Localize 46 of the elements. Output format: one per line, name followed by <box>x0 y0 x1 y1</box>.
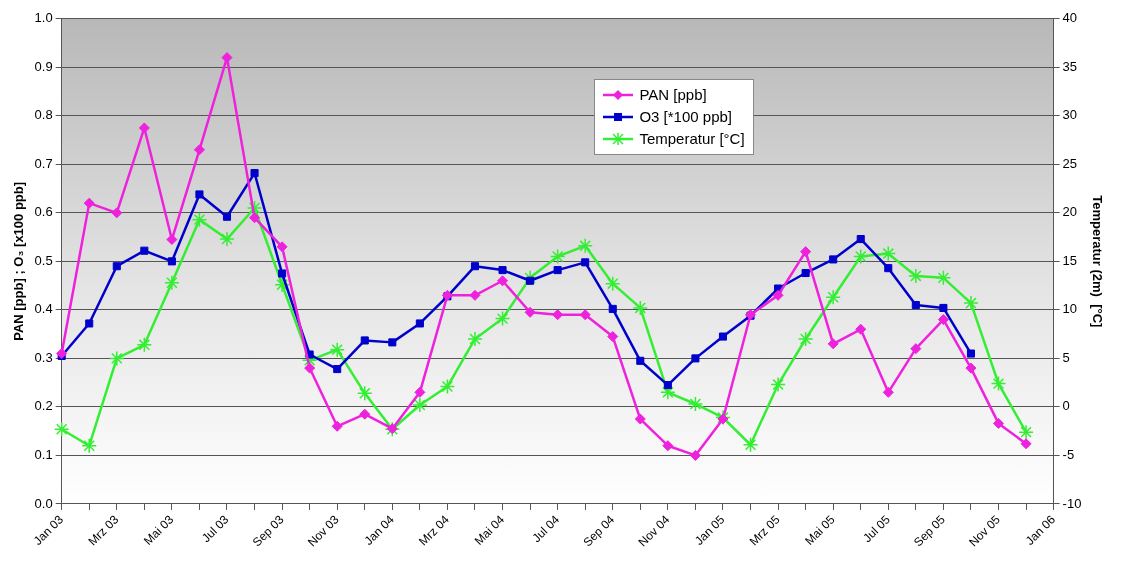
y-tick-label: 0.6 <box>34 204 53 220</box>
x-tick-label: Jul 05 <box>860 512 893 546</box>
x-tick-label: Jul 04 <box>529 512 563 546</box>
y2-tick-label: -5 <box>1062 446 1075 462</box>
y2-tick-label: 40 <box>1062 10 1078 26</box>
x-tick-label: Jan 06 <box>1022 512 1059 548</box>
y-tick-label: 0.9 <box>34 58 53 74</box>
y2-tick-label: 35 <box>1062 58 1078 74</box>
x-tick-label: Mai 04 <box>471 512 508 548</box>
x-tick-label: Mrz 03 <box>85 512 122 549</box>
legend-label: Temperatur [°C] <box>639 128 745 149</box>
y2-tick-label: 5 <box>1062 349 1070 365</box>
y2-tick-label: 30 <box>1062 107 1078 123</box>
y-tick-label: 0.4 <box>34 301 53 317</box>
x-tick-label: Sep 04 <box>580 512 618 550</box>
x-tick-label: Mai 05 <box>802 512 838 548</box>
x-tick-label: Mai 03 <box>140 512 177 548</box>
y2-tick-label: 15 <box>1062 252 1078 268</box>
x-tick-label: Sep 05 <box>911 512 949 550</box>
y2-axis-title: Temperatur (2m) [°C] <box>1089 195 1105 328</box>
x-tick-label: Nov 04 <box>635 512 673 550</box>
y2-tick-label: 25 <box>1062 155 1078 171</box>
y-tick-label: 0.2 <box>34 398 53 414</box>
x-tick-label: Sep 03 <box>249 512 287 550</box>
y-tick-label: 0.3 <box>34 349 53 365</box>
y2-tick-label: 10 <box>1062 301 1078 317</box>
y-tick-label: 0.8 <box>34 107 53 123</box>
x-tick-label: Jul 03 <box>198 512 232 546</box>
legend-label: O3 [*100 ppb] <box>639 106 732 127</box>
x-tick-label: Jan 05 <box>692 512 728 548</box>
legend-label: PAN [ppb] <box>639 84 707 105</box>
y-tick-label: 0.1 <box>34 446 53 462</box>
x-tick-label: Nov 05 <box>966 512 1004 550</box>
y-tick-label: 0.0 <box>34 495 53 511</box>
x-tick-label: Mrz 04 <box>416 512 453 549</box>
x-tick-label: Nov 03 <box>304 512 342 550</box>
y2-tick-label: 20 <box>1062 204 1078 220</box>
x-tick-label: Jan 04 <box>361 512 398 548</box>
y-axis-title: PAN [ppb] ; O₃ [x100 ppb] <box>11 181 27 341</box>
y-tick-label: 0.5 <box>34 252 53 268</box>
y2-tick-label: -10 <box>1062 495 1082 511</box>
x-tick-label: Mrz 05 <box>746 512 783 549</box>
y2-tick-label: 0 <box>1062 398 1070 414</box>
x-tick-label: Jan 03 <box>30 512 67 548</box>
y-tick-label: 1.0 <box>34 10 53 26</box>
y-tick-label: 0.7 <box>34 155 53 171</box>
